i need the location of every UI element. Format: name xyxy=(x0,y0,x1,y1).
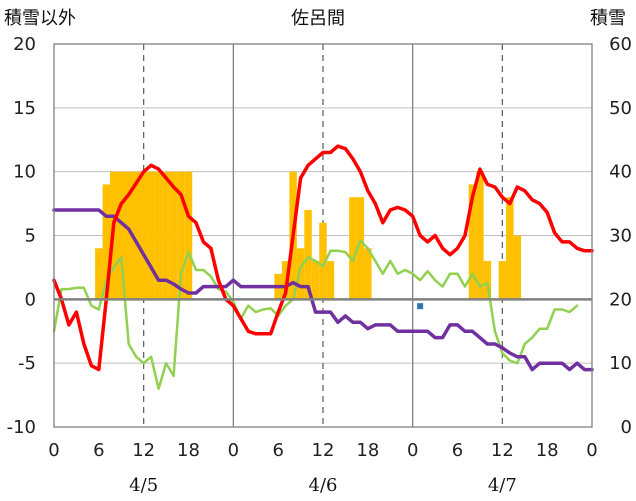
precip-bar xyxy=(124,171,133,300)
date-label: 4/5 xyxy=(129,475,158,496)
precip-bar xyxy=(296,248,305,300)
precip-bar xyxy=(184,171,193,300)
precip-bar xyxy=(162,171,170,300)
left-y-tick-label: -10 xyxy=(7,417,36,438)
x-tick-label: 0 xyxy=(407,440,418,461)
precip-bar xyxy=(154,171,163,300)
precip-bar xyxy=(483,261,492,300)
right-y-tick-label: 40 xyxy=(609,162,632,183)
right-y-tick-label: 60 xyxy=(609,34,632,55)
x-tick-label: 0 xyxy=(228,440,239,461)
right-axis-label: 積雪 xyxy=(590,8,626,29)
left-y-tick-label: 0 xyxy=(25,289,36,310)
x-tick-label: 18 xyxy=(536,440,559,461)
marker-layer xyxy=(417,303,424,310)
precip-bar xyxy=(117,171,125,300)
precip-bar xyxy=(132,171,140,300)
precip-bar xyxy=(95,248,103,300)
x-tick-label: 6 xyxy=(93,440,104,461)
right-y-tick-label: 30 xyxy=(609,226,632,247)
date-label: 4/7 xyxy=(488,475,517,496)
precip-bar xyxy=(364,248,372,300)
precip-bar xyxy=(139,171,148,300)
right-y-tick-label: 0 xyxy=(621,417,632,438)
snow-depth-line xyxy=(52,208,594,372)
left-y-tick-label: 10 xyxy=(13,162,36,183)
plot-frame xyxy=(53,43,593,428)
left-axis-label: 積雪以外 xyxy=(4,8,76,29)
right-y-tick-label: 10 xyxy=(609,353,632,374)
precip-bar xyxy=(468,184,477,300)
right-y-tick-label: 50 xyxy=(609,98,632,119)
precip-bar xyxy=(147,171,155,300)
precip-bar xyxy=(319,222,327,300)
precip-bar xyxy=(349,197,357,300)
left-y-tick-label: 5 xyxy=(25,226,36,247)
date-label: 4/6 xyxy=(309,475,338,496)
x-tick-label: 18 xyxy=(177,440,200,461)
left-y-tick-label: -5 xyxy=(18,353,36,374)
precip-bar xyxy=(169,171,178,300)
x-tick-label: 0 xyxy=(586,440,597,461)
precip-bar xyxy=(513,235,522,300)
x-tick-label: 6 xyxy=(452,440,463,461)
x-tick-label: 6 xyxy=(272,440,283,461)
data-marker-point xyxy=(417,303,424,310)
precip-bar xyxy=(498,261,507,300)
chart-title: 佐呂間 xyxy=(291,8,345,29)
x-tick-label: 0 xyxy=(48,440,59,461)
x-tick-label: 18 xyxy=(356,440,379,461)
precip-bar xyxy=(476,171,484,300)
x-tick-label: 12 xyxy=(132,440,155,461)
x-tick-label: 12 xyxy=(491,440,514,461)
left-y-tick-label: 20 xyxy=(13,34,36,55)
bars-layer xyxy=(95,171,522,300)
precip-bar xyxy=(326,261,335,300)
precip-bar xyxy=(102,184,111,300)
precip-bar xyxy=(177,171,185,300)
precip-bar xyxy=(304,209,312,300)
x-tick-label: 12 xyxy=(312,440,335,461)
right-y-tick-label: 20 xyxy=(609,289,632,310)
left-y-tick-label: 15 xyxy=(13,98,36,119)
precip-bar xyxy=(506,197,514,300)
temperature-line xyxy=(52,144,594,372)
precip-bar xyxy=(311,261,320,300)
precip-bar xyxy=(356,197,365,300)
